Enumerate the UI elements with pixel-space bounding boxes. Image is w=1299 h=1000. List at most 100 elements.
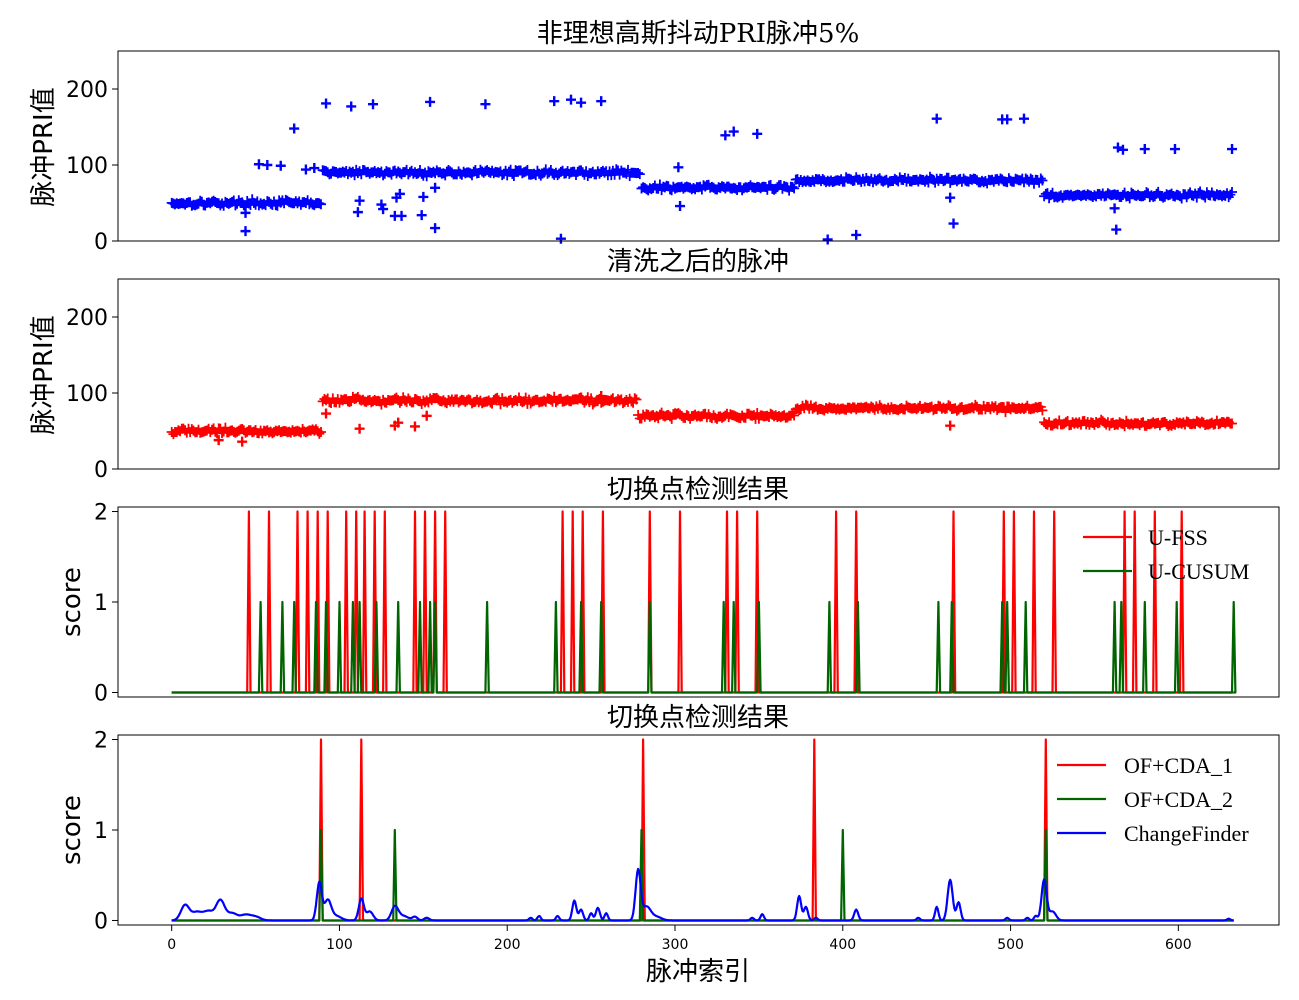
y-tick-label: 2 xyxy=(94,501,108,526)
outlier-point xyxy=(289,123,300,134)
panel-1-title: 非理想高斯抖动PRI脉冲5% xyxy=(537,19,860,49)
series-line-changefinder xyxy=(171,867,1234,922)
y-tick-label: 100 xyxy=(66,154,108,179)
outlier-point xyxy=(396,210,407,221)
panel-4-marks xyxy=(171,738,1234,922)
panel-4: 切换点检测结果 score 0 1 2 0 100 200 300 400 500 600 OF+… xyxy=(57,703,1280,987)
panel-2-marks xyxy=(166,391,1237,447)
outlier-point xyxy=(673,162,684,173)
y-tick-label: 0 xyxy=(94,681,108,706)
x-tick-label: 0 xyxy=(167,937,176,953)
panel-4-xlabel: 脉冲索引 xyxy=(646,957,750,987)
outlier-point xyxy=(948,218,959,229)
panel-3-title: 切换点检测结果 xyxy=(607,475,789,505)
panel-2: 清洗之后的脉冲 脉冲PRI值 0 100 200 xyxy=(29,247,1280,483)
panel-1-marks xyxy=(166,94,1238,245)
outlier-point xyxy=(555,233,566,244)
legend-label: U-FSS xyxy=(1148,525,1208,550)
legend-label: U-CUSUM xyxy=(1148,559,1249,584)
panel-4-ylabel: score xyxy=(57,795,87,865)
x-tick-label: 400 xyxy=(829,937,856,953)
outlier-point xyxy=(416,210,427,221)
y-tick-label: 1 xyxy=(94,819,108,844)
outlier-point xyxy=(1109,203,1120,214)
outlier-point xyxy=(822,234,833,245)
series-line-u-cusum xyxy=(171,600,1237,694)
outlier-point xyxy=(418,191,429,202)
outlier-point xyxy=(1018,113,1029,124)
outlier-point xyxy=(346,101,357,112)
x-tick-label: 200 xyxy=(494,937,521,953)
outlier-point xyxy=(262,160,273,170)
outlier-point xyxy=(596,391,607,402)
panel-3: 切换点检测结果 score 0 1 2 U-FSS U-CUSUM xyxy=(57,475,1280,706)
outlier-point xyxy=(393,417,404,428)
y-tick-label: 100 xyxy=(66,382,108,407)
y-tick-label: 200 xyxy=(66,78,108,103)
outlier-point xyxy=(237,436,248,447)
outlier-point xyxy=(430,223,441,234)
series-line-of-cda-1 xyxy=(171,738,1234,922)
plot-frame xyxy=(117,734,1280,926)
panel-2-title: 清洗之后的脉冲 xyxy=(607,247,789,277)
outlier-point xyxy=(321,98,332,109)
outlier-point xyxy=(321,408,332,419)
outlier-point xyxy=(720,130,731,141)
outlier-point xyxy=(851,229,862,240)
y-tick-label: 2 xyxy=(94,729,108,754)
outlier-point xyxy=(1111,224,1122,235)
x-tick-label: 100 xyxy=(326,937,353,953)
outlier-point xyxy=(945,192,956,203)
outlier-point xyxy=(1169,144,1180,155)
outlier-point xyxy=(253,159,264,170)
outlier-point xyxy=(565,94,576,105)
outlier-point xyxy=(354,195,365,206)
x-tick-label: 300 xyxy=(662,937,689,953)
y-tick-label: 0 xyxy=(94,458,108,483)
outlier-point xyxy=(596,96,607,107)
legend-label: OF+CDA_2 xyxy=(1124,787,1233,812)
panel-4-title: 切换点检测结果 xyxy=(607,703,789,733)
outlier-point xyxy=(275,160,286,171)
panel-2-ylabel: 脉冲PRI值 xyxy=(29,315,59,434)
outlier-point xyxy=(1112,142,1123,153)
panel-3-axes: 0 1 2 xyxy=(94,501,1280,706)
outlier-point xyxy=(421,410,432,421)
outlier-point xyxy=(752,128,763,139)
series-line-u-fss xyxy=(171,510,1234,694)
outlier-point xyxy=(945,420,956,431)
outlier-point xyxy=(480,99,491,110)
outlier-point xyxy=(549,96,560,107)
outlier-point xyxy=(728,126,739,137)
x-tick-label: 500 xyxy=(997,937,1024,953)
panel-2-axes: 0 100 200 xyxy=(66,278,1280,483)
y-tick-label: 200 xyxy=(66,306,108,331)
legend-label: ChangeFinder xyxy=(1124,821,1249,846)
outlier-point xyxy=(931,113,942,124)
outlier-point xyxy=(430,182,441,193)
panel-3-ylabel: score xyxy=(57,567,87,637)
outlier-point xyxy=(376,199,387,210)
outlier-point xyxy=(354,423,365,434)
panel-3-legend: U-FSS U-CUSUM xyxy=(1083,525,1249,584)
outlier-point xyxy=(576,392,587,403)
outlier-point xyxy=(1139,144,1150,155)
series-markers xyxy=(166,164,1237,213)
panel-1-axes: 0 100 200 xyxy=(66,50,1280,255)
y-tick-label: 0 xyxy=(94,230,108,255)
outlier-point xyxy=(1002,114,1013,125)
legend-label: OF+CDA_1 xyxy=(1124,753,1233,778)
panel-3-marks xyxy=(171,510,1237,694)
x-tick-label: 600 xyxy=(1165,937,1192,953)
outlier-point xyxy=(378,204,389,215)
panel-4-axes: 0 1 2 0 100 200 300 400 500 600 xyxy=(94,729,1280,953)
series-markers xyxy=(166,391,1237,440)
outlier-point xyxy=(309,163,320,174)
outlier-point xyxy=(368,99,379,110)
outlier-point xyxy=(240,226,251,237)
y-tick-label: 1 xyxy=(94,591,108,616)
outlier-point xyxy=(240,207,251,218)
outlier-point xyxy=(213,435,224,446)
plot-frame xyxy=(117,50,1280,242)
